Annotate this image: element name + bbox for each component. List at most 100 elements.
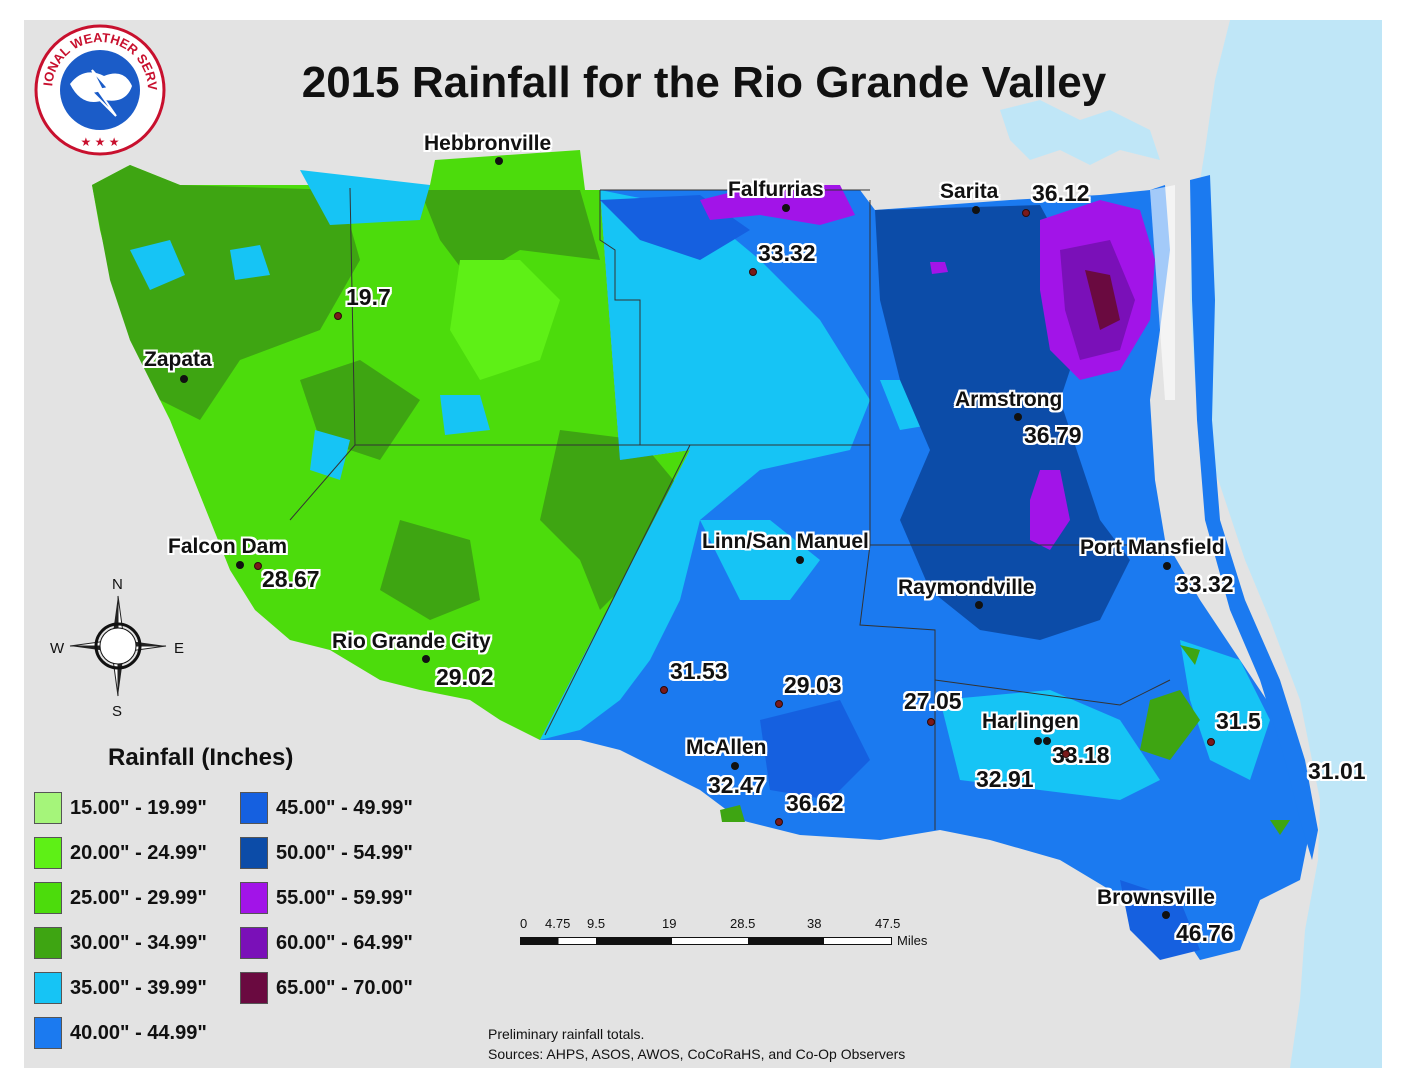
nws-logo: NATIONAL WEATHER SERVICE ★ ★ ★ <box>29 12 166 156</box>
rainfall-value: 33.32 <box>758 240 816 266</box>
scale-tick: 19 <box>662 916 677 931</box>
scale-tick: 38 <box>807 916 822 931</box>
scale-unit: Miles <box>897 933 928 948</box>
city-dot <box>422 655 430 663</box>
scale-tick: 4.75 <box>545 916 571 931</box>
rainfall-value: 46.76 <box>1176 920 1234 946</box>
gauge-dot <box>775 818 783 826</box>
city-label-armstrong: Armstrong <box>955 388 1063 411</box>
gauge-dot <box>927 718 935 726</box>
city-label-sarita: Sarita <box>940 180 999 203</box>
note-preliminary: Preliminary rainfall totals. <box>488 1026 645 1042</box>
scale-tick: 47.5 <box>875 916 901 931</box>
city-dot <box>975 601 983 609</box>
rainfall-value: 19.7 <box>346 284 391 310</box>
city-dot <box>180 375 188 383</box>
rainfall-value: 31.01 <box>1308 758 1366 784</box>
city-dot <box>1162 911 1170 919</box>
legend-label: 20.00" - 24.99" <box>70 842 207 864</box>
city-dot <box>972 206 980 214</box>
legend-label: 35.00" - 39.99" <box>70 977 207 999</box>
city-dot <box>782 204 790 212</box>
gauge-dot <box>334 312 342 320</box>
gauge-dot <box>775 700 783 708</box>
city-dot <box>1163 562 1171 570</box>
rainfall-value: 29.02 <box>436 664 494 690</box>
gulf-water <box>1190 20 1382 1068</box>
rainfall-value: 36.62 <box>786 790 844 816</box>
legend-title: Rainfall (Inches) <box>108 744 294 771</box>
legend-swatch <box>240 792 268 824</box>
city-dot <box>495 157 503 165</box>
scale-tick: 9.5 <box>587 916 606 931</box>
gauge-dot <box>254 562 262 570</box>
legend-swatch <box>34 927 62 959</box>
rainfall-map <box>24 20 1382 1068</box>
rainfall-value: 32.91 <box>976 766 1034 792</box>
rainfall-value: 31.53 <box>670 658 728 684</box>
legend-swatch <box>240 882 268 914</box>
legend-swatch <box>34 882 62 914</box>
city-label-zapata: Zapata <box>144 348 212 371</box>
compass-east-label: E <box>174 640 185 657</box>
rainfall-value: 31.5 <box>1216 708 1261 734</box>
scale-bar <box>520 934 892 946</box>
city-dot <box>1034 737 1042 745</box>
gauge-dot <box>1207 738 1215 746</box>
scale-tick: 0 <box>520 916 528 931</box>
legend-swatch <box>240 837 268 869</box>
compass-north-label: N <box>112 576 123 593</box>
legend-swatch <box>34 837 62 869</box>
city-dot <box>1014 413 1022 421</box>
gauge-dot <box>749 268 757 276</box>
city-label-raymondville: Raymondville <box>898 576 1035 599</box>
city-label-harlingen: Harlingen <box>982 710 1079 733</box>
city-label-linn-san-manuel: Linn/San Manuel <box>702 530 869 553</box>
rainfall-value: 32.47 <box>708 772 766 798</box>
city-label-falfurrias: Falfurrias <box>728 178 824 201</box>
note-sources: Sources: AHPS, ASOS, AWOS, CoCoRaHS, and… <box>488 1046 906 1062</box>
gauge-dot <box>1022 209 1030 217</box>
legend-label: 45.00" - 49.99" <box>276 797 413 819</box>
legend-label: 55.00" - 59.99" <box>276 887 413 909</box>
gauge-dot <box>1062 750 1070 758</box>
city-label-hebbronville: Hebbronville <box>424 132 552 155</box>
legend-swatch <box>240 927 268 959</box>
svg-text:★ ★ ★: ★ ★ ★ <box>81 135 120 149</box>
rainfall-value: 36.79 <box>1024 422 1082 448</box>
compass-west-label: W <box>50 640 65 657</box>
legend-label: 40.00" - 44.99" <box>70 1022 207 1044</box>
map-frame <box>24 20 1382 1068</box>
county-boundaries <box>289 187 1171 830</box>
legend-swatch <box>34 792 62 824</box>
legend-label: 25.00" - 29.99" <box>70 887 207 909</box>
page-title: 2015 Rainfall for the Rio Grande Valley <box>301 58 1107 107</box>
legend-label: 15.00" - 19.99" <box>70 797 207 819</box>
legend-label: 60.00" - 64.99" <box>276 932 413 954</box>
city-dot <box>731 762 739 770</box>
city-dot <box>236 561 244 569</box>
legend-label: 50.00" - 54.99" <box>276 842 413 864</box>
rainfall-value: 33.18 <box>1052 742 1110 768</box>
compass-rose-icon <box>68 594 168 698</box>
compass-south-label: S <box>112 703 123 720</box>
city-label-rio-grande-city: Rio Grande City <box>332 630 491 653</box>
gauge-dot <box>660 686 668 694</box>
rainfall-value: 33.32 <box>1176 571 1234 597</box>
city-dot <box>796 556 804 564</box>
legend-swatch <box>34 972 62 1004</box>
city-label-mcallen: McAllen <box>686 736 767 759</box>
legend-label: 65.00" - 70.00" <box>276 977 413 999</box>
city-label-brownsville: Brownsville <box>1097 886 1215 909</box>
legend-swatch <box>240 972 268 1004</box>
legend-swatch <box>34 1017 62 1049</box>
city-label-port-mansfield: Port Mansfield <box>1080 536 1225 559</box>
legend-label: 30.00" - 34.99" <box>70 932 207 954</box>
scale-tick: 28.5 <box>730 916 756 931</box>
rainfall-value: 27.05 <box>904 688 962 714</box>
city-label-falcon-dam: Falcon Dam <box>168 535 288 558</box>
baffin-bay <box>1000 100 1160 165</box>
rainfall-value: 29.03 <box>784 672 842 698</box>
rainfall-value: 36.12 <box>1032 180 1090 206</box>
rainfall-value: 28.67 <box>262 566 320 592</box>
